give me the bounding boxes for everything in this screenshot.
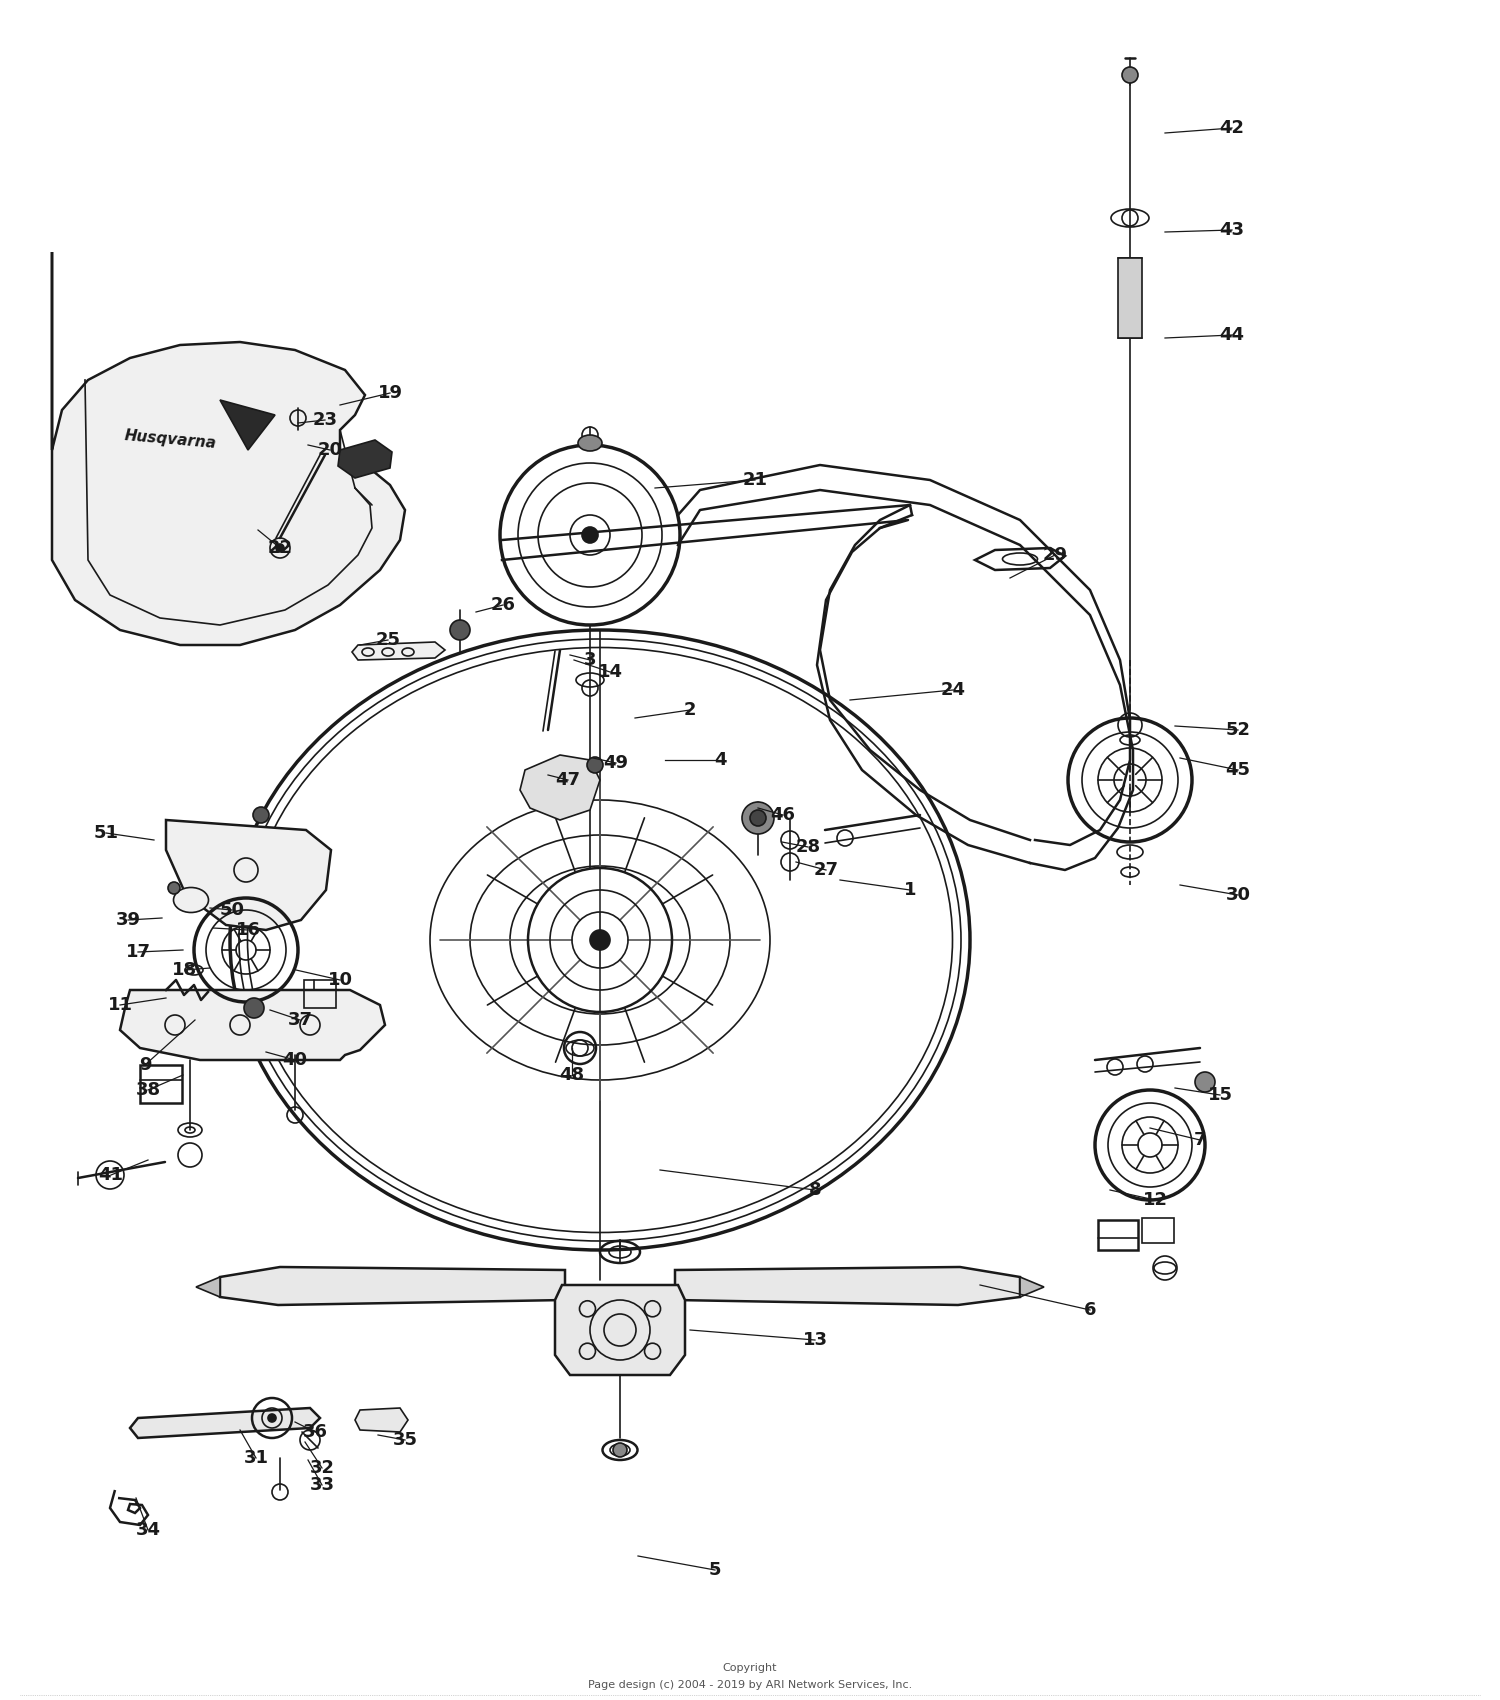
Circle shape (590, 930, 610, 950)
Polygon shape (1020, 1277, 1044, 1297)
Circle shape (582, 527, 598, 542)
Text: Page design (c) 2004 - 2019 by ARI Network Services, Inc.: Page design (c) 2004 - 2019 by ARI Netwo… (588, 1680, 912, 1690)
Bar (1142, 1217, 1174, 1243)
Text: 15: 15 (1208, 1086, 1233, 1103)
Text: 10: 10 (327, 971, 352, 989)
Circle shape (1122, 66, 1138, 83)
Text: 40: 40 (282, 1051, 308, 1069)
Text: 27: 27 (813, 860, 838, 879)
Polygon shape (196, 1277, 220, 1297)
Text: 20: 20 (318, 440, 342, 459)
Bar (140, 1064, 182, 1103)
Text: 24: 24 (940, 682, 966, 699)
Text: 32: 32 (309, 1459, 334, 1477)
Circle shape (1196, 1073, 1215, 1091)
Text: 45: 45 (1226, 762, 1251, 779)
Text: 30: 30 (1226, 886, 1251, 904)
Text: 46: 46 (771, 806, 795, 824)
Text: 29: 29 (1042, 546, 1068, 564)
Text: 44: 44 (1220, 326, 1245, 343)
Text: 37: 37 (288, 1012, 312, 1028)
Circle shape (750, 809, 766, 826)
Text: 26: 26 (490, 597, 516, 614)
Text: 50: 50 (219, 901, 245, 920)
Text: 33: 33 (309, 1476, 334, 1494)
Polygon shape (120, 989, 386, 1061)
Circle shape (614, 1443, 627, 1457)
Circle shape (254, 808, 268, 823)
Text: 19: 19 (378, 384, 402, 401)
Polygon shape (220, 1266, 566, 1306)
Text: 4: 4 (714, 751, 726, 768)
Text: 41: 41 (99, 1166, 123, 1183)
Ellipse shape (174, 887, 208, 913)
Bar (1098, 1221, 1138, 1250)
Text: 17: 17 (126, 944, 150, 960)
Circle shape (276, 544, 284, 552)
Bar (304, 979, 336, 1008)
Polygon shape (555, 1285, 686, 1375)
Circle shape (168, 882, 180, 894)
Text: 5: 5 (708, 1561, 722, 1579)
Text: 34: 34 (135, 1522, 160, 1538)
Text: 25: 25 (375, 631, 400, 649)
Polygon shape (53, 252, 405, 644)
Polygon shape (356, 1408, 408, 1431)
Polygon shape (220, 400, 274, 451)
Text: 48: 48 (560, 1066, 585, 1085)
Text: 11: 11 (108, 996, 132, 1013)
Text: 1: 1 (903, 881, 916, 899)
Text: 12: 12 (1143, 1192, 1167, 1209)
Text: 16: 16 (236, 921, 261, 938)
Polygon shape (352, 643, 446, 660)
Ellipse shape (578, 435, 602, 450)
Polygon shape (166, 819, 332, 930)
Text: 35: 35 (393, 1431, 417, 1448)
Text: 39: 39 (116, 911, 141, 928)
Circle shape (742, 802, 774, 835)
Text: 7: 7 (1194, 1130, 1206, 1149)
Text: 21: 21 (742, 471, 768, 490)
Text: 51: 51 (93, 824, 118, 842)
Text: 47: 47 (555, 772, 580, 789)
Text: 13: 13 (802, 1331, 828, 1350)
Text: Copyright: Copyright (723, 1663, 777, 1673)
Text: 36: 36 (303, 1423, 327, 1442)
Circle shape (586, 756, 603, 774)
Text: 14: 14 (597, 663, 622, 682)
Text: 8: 8 (808, 1182, 822, 1198)
Text: 2: 2 (684, 700, 696, 719)
Text: 3: 3 (584, 651, 596, 670)
Text: 6: 6 (1083, 1300, 1096, 1319)
Text: 52: 52 (1226, 721, 1251, 740)
Circle shape (450, 620, 470, 639)
Text: 49: 49 (603, 755, 628, 772)
Text: 18: 18 (172, 960, 198, 979)
Text: 22: 22 (267, 539, 292, 558)
Polygon shape (520, 755, 600, 819)
Text: 28: 28 (795, 838, 820, 857)
Text: 9: 9 (138, 1056, 152, 1074)
Polygon shape (130, 1408, 320, 1438)
Text: Husqvarna: Husqvarna (123, 428, 216, 452)
Circle shape (244, 998, 264, 1018)
Text: 43: 43 (1220, 221, 1245, 240)
Bar (1118, 258, 1142, 338)
Polygon shape (675, 1266, 1020, 1306)
Text: 31: 31 (243, 1448, 268, 1467)
Text: 23: 23 (312, 411, 338, 428)
Text: 38: 38 (135, 1081, 160, 1098)
Circle shape (268, 1414, 276, 1421)
Text: 42: 42 (1220, 119, 1245, 138)
Polygon shape (338, 440, 392, 478)
